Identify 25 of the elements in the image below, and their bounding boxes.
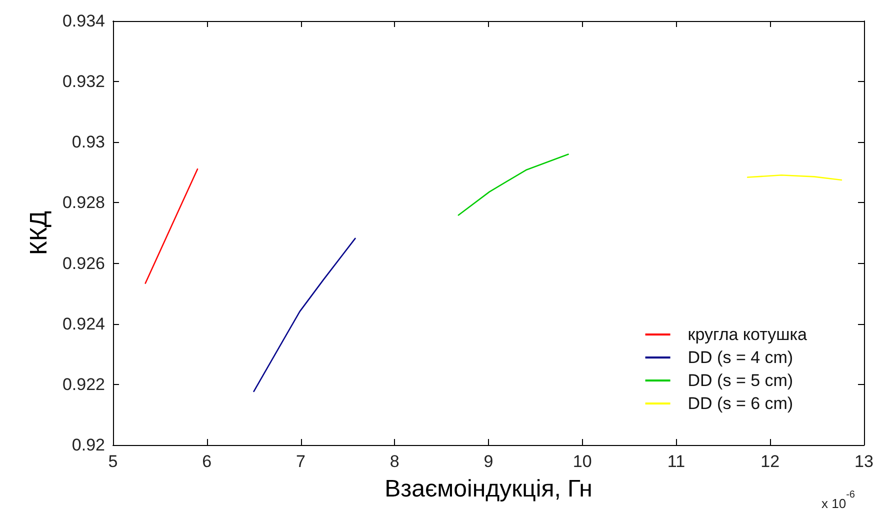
y-tick-label: 0.924 xyxy=(62,314,105,334)
legend-label: DD (s = 6 cm) xyxy=(688,394,794,413)
y-tick-label: 0.932 xyxy=(62,72,105,92)
legend-label: DD (s = 5 cm) xyxy=(688,371,794,390)
x-tick-label: 8 xyxy=(390,452,400,471)
x-tick-label: 7 xyxy=(296,452,306,471)
x-tick-label: 11 xyxy=(667,452,686,471)
line-series xyxy=(253,238,356,392)
x-tick-label: 5 xyxy=(108,452,118,471)
y-tick-label: 0.92 xyxy=(72,436,105,454)
y-tick-label: 0.928 xyxy=(62,193,105,212)
x-tick-label: 12 xyxy=(760,452,780,471)
x-tick-label: 10 xyxy=(572,452,592,471)
x-tick-label: 13 xyxy=(854,452,874,471)
x-tick-label: 6 xyxy=(202,452,212,471)
y-tick-label: 0.926 xyxy=(62,254,105,273)
x-axis-title: Взаємоіндукція, Гн xyxy=(384,476,592,502)
x-tick-label: 9 xyxy=(484,452,494,471)
y-axis-title: ККД xyxy=(26,210,52,256)
legend-label: кругла котушка xyxy=(688,325,808,344)
legend-label: DD (s = 4 cm) xyxy=(688,348,794,367)
y-tick-label: 0.922 xyxy=(62,374,105,394)
line-series xyxy=(458,154,569,216)
y-tick-label: 0.934 xyxy=(62,12,105,30)
y-tick-label: 0.93 xyxy=(72,132,105,152)
